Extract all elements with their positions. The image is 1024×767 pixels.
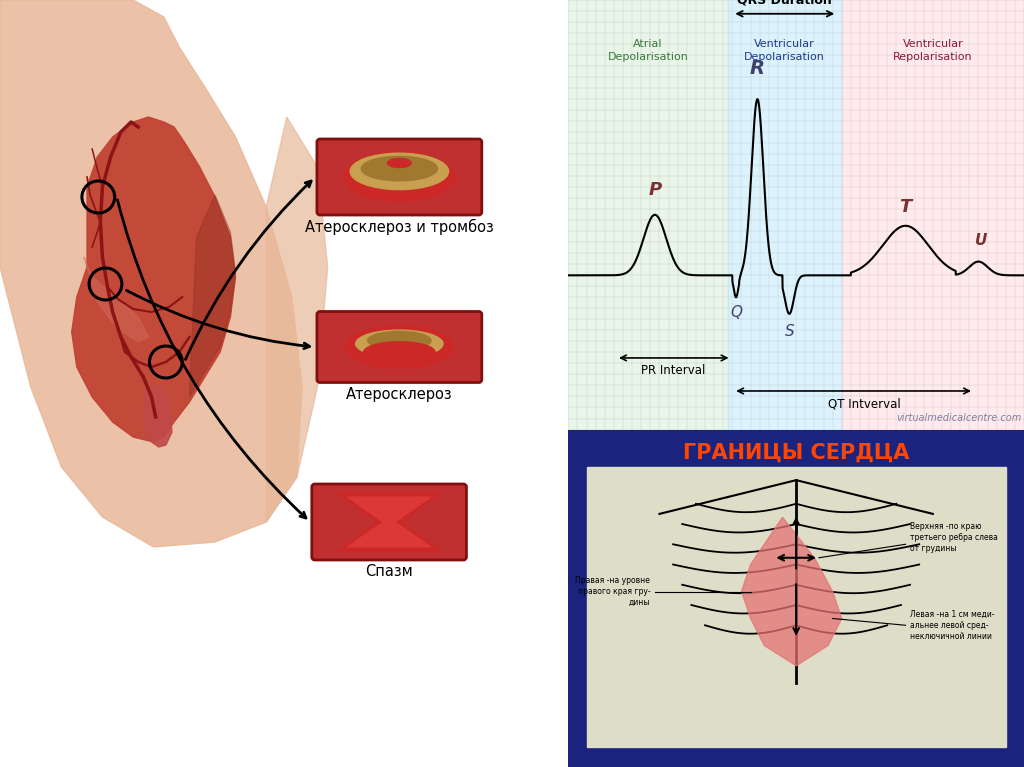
Text: virtualmedicalcentre.com: virtualmedicalcentre.com — [896, 413, 1022, 423]
Text: U: U — [975, 233, 987, 248]
Text: Правая -на уровне
правого края гру-
дины: Правая -на уровне правого края гру- дины — [575, 576, 650, 607]
Text: Ventricular
Repolarisation: Ventricular Repolarisation — [893, 38, 973, 62]
Polygon shape — [337, 492, 441, 551]
Text: Атеросклероз и тромбоз: Атеросклероз и тромбоз — [305, 219, 494, 235]
Polygon shape — [143, 385, 172, 447]
Ellipse shape — [350, 153, 449, 189]
Bar — [842, 0, 1024, 430]
Text: Спазм: Спазм — [366, 565, 413, 580]
Ellipse shape — [387, 159, 412, 167]
Ellipse shape — [364, 342, 435, 363]
FancyBboxPatch shape — [317, 139, 482, 215]
Ellipse shape — [368, 331, 431, 350]
Text: Атеросклероз: Атеросклероз — [346, 387, 453, 403]
Polygon shape — [72, 117, 236, 442]
Text: S: S — [784, 324, 795, 339]
Polygon shape — [0, 0, 302, 547]
FancyBboxPatch shape — [311, 484, 467, 560]
Bar — [568, 0, 728, 430]
Text: Atrial
Depolarisation: Atrial Depolarisation — [607, 38, 688, 62]
Text: Ventricular
Depolarisation: Ventricular Depolarisation — [744, 38, 825, 62]
Text: R: R — [750, 59, 765, 78]
Text: Q: Q — [730, 304, 742, 320]
Polygon shape — [189, 195, 236, 397]
Polygon shape — [84, 257, 148, 342]
Text: QT Intverval: QT Intverval — [828, 397, 901, 410]
FancyBboxPatch shape — [317, 311, 482, 383]
Text: Верхняя -по краю
третьего ребра слева
от грудины: Верхняя -по краю третьего ребра слева от… — [910, 522, 998, 553]
Polygon shape — [266, 117, 328, 522]
Text: Левая -на 1 см меди-
альнее левой сред-
неключичной линии: Левая -на 1 см меди- альнее левой сред- … — [910, 610, 994, 641]
Text: ГРАНИЦЫ СЕРДЦА: ГРАНИЦЫ СЕРДЦА — [683, 443, 909, 463]
Text: QRS Duration: QRS Duration — [737, 0, 833, 7]
Text: PR Interval: PR Interval — [641, 364, 706, 377]
Ellipse shape — [345, 326, 454, 368]
Bar — [587, 466, 1006, 747]
Polygon shape — [741, 517, 842, 666]
Ellipse shape — [344, 153, 455, 202]
Text: P: P — [648, 182, 662, 199]
Bar — [728, 0, 842, 430]
Polygon shape — [347, 497, 431, 547]
Ellipse shape — [361, 156, 437, 181]
Text: T: T — [899, 198, 911, 216]
Ellipse shape — [355, 330, 443, 357]
